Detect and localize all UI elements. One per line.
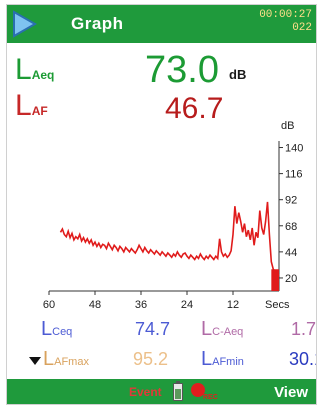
footer-bar: Event REC View [7, 379, 316, 404]
lafmax-label: LAFmax [43, 348, 89, 370]
x-tick-label: 60 [43, 299, 55, 311]
x-tick-label: 24 [181, 299, 193, 311]
laeq-unit: dB [229, 67, 247, 82]
series-line [59, 201, 280, 277]
x-tick-label: 12 [227, 299, 239, 311]
event-button[interactable]: Event [129, 385, 162, 399]
lafmin-label: LAFmin [201, 348, 244, 370]
laf-value: 46.7 [165, 92, 224, 125]
header-bar: Graph 00:00:27 022 [7, 5, 316, 43]
laeq-value: 73.0 [145, 49, 219, 91]
y-tick-label: 116 [285, 169, 303, 181]
lafmin-value: 30.1 [289, 349, 316, 369]
laeq-label: LAeq [15, 53, 55, 86]
laf-label: LAF [15, 89, 48, 122]
play-icon[interactable] [11, 10, 37, 38]
elapsed-time: 00:00:27 [259, 9, 312, 21]
record-label: REC [203, 394, 218, 401]
view-button[interactable]: View [274, 384, 308, 401]
x-tick-label: 48 [89, 299, 101, 311]
lcaeq-value: 1.7 [291, 319, 317, 339]
record-icon [191, 383, 205, 397]
current-level-bar [271, 269, 279, 291]
chart-axes [49, 141, 280, 292]
y-axis-unit: dB [281, 120, 294, 132]
y-tick-label: 68 [285, 221, 297, 233]
x-tick-label: 36 [135, 299, 147, 311]
page-title: Graph [71, 14, 124, 33]
device-screen: Graph 00:00:27 022 LAeq 73.0 dB LAF 46.7… [6, 4, 317, 405]
y-tick-label: 140 [285, 143, 303, 155]
y-tick-label: 20 [285, 273, 297, 285]
level-history-chart: dB 140 116 92 68 44 20 60 48 36 24 12 Secs [43, 120, 303, 311]
battery-icon [173, 381, 183, 401]
lceq-label: LCeq [41, 318, 73, 340]
lafmax-value: 95.2 [133, 349, 169, 369]
run-number: 022 [292, 22, 312, 34]
x-axis-label: Secs [265, 299, 290, 311]
y-tick-label: 92 [285, 195, 297, 207]
lceq-value: 74.7 [135, 319, 171, 339]
elapsed-time-readout: 00:00:27 022 [259, 9, 312, 35]
lcaeq-label: LC-Aeq [201, 318, 244, 340]
chevron-down-icon[interactable] [29, 357, 41, 365]
y-tick-label: 44 [285, 247, 297, 259]
